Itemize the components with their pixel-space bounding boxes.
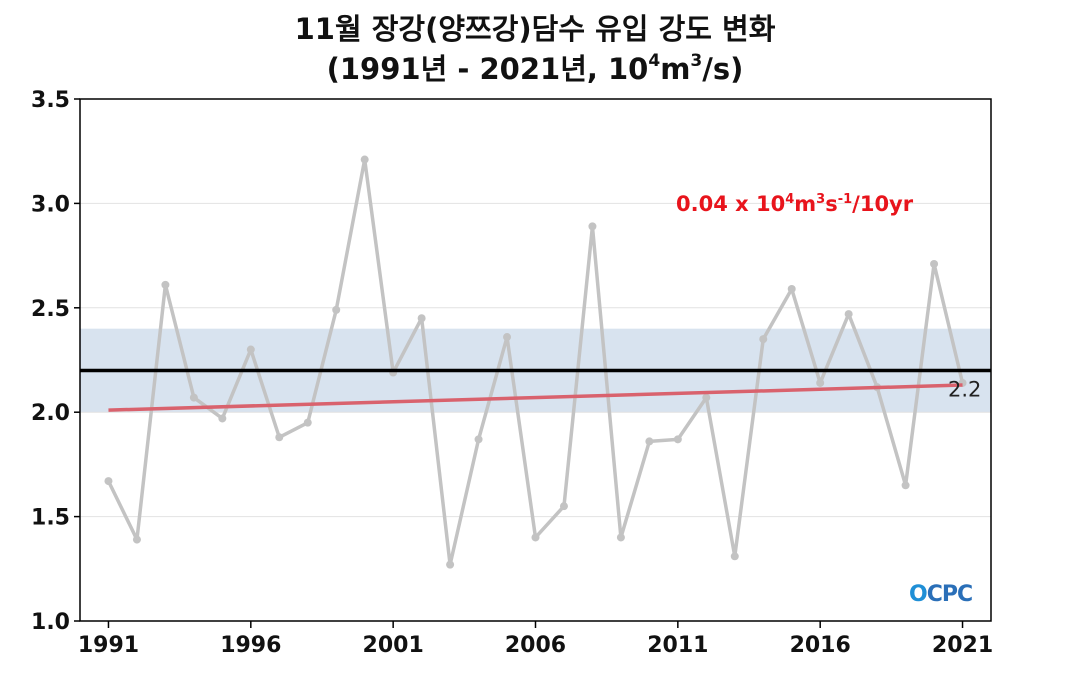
- data-point: [417, 314, 426, 323]
- data-point: [844, 310, 853, 319]
- data-point: [303, 418, 312, 427]
- data-point: [787, 285, 796, 294]
- x-tick-label: 1996: [220, 633, 281, 658]
- data-point: [275, 433, 284, 442]
- data-point: [616, 533, 625, 542]
- trend-label: 0.04 x 104m3s-1/10yr: [676, 192, 914, 216]
- data-point: [332, 305, 341, 314]
- data-point: [730, 552, 739, 561]
- ocpc-logo: OCPC: [909, 582, 973, 607]
- data-point: [474, 435, 483, 444]
- data-point: [446, 560, 455, 569]
- x-tick-label: 1991: [78, 633, 139, 658]
- chart-title-line1: 11월 장강(양쯔강)담수 유입 강도 변화: [294, 12, 776, 46]
- data-point: [161, 280, 170, 289]
- data-point: [645, 437, 654, 446]
- data-point: [559, 502, 568, 511]
- x-tick-label: 2016: [790, 633, 851, 658]
- y-tick-label: 3.0: [31, 192, 70, 217]
- x-tick-label: 2001: [363, 633, 424, 658]
- data-point: [901, 481, 910, 490]
- chart-title-line2: (1991년 - 2021년, 104m3/s): [326, 51, 744, 86]
- y-tick-label: 1.5: [31, 506, 70, 531]
- data-point: [218, 414, 227, 423]
- data-point: [673, 435, 682, 444]
- y-tick-label: 1.0: [31, 610, 70, 635]
- y-tick-label: 3.5: [31, 88, 70, 113]
- data-point: [104, 477, 113, 486]
- y-tick-label: 2.0: [31, 401, 70, 426]
- data-point: [702, 393, 711, 402]
- data-point: [360, 155, 369, 164]
- data-point: [189, 393, 198, 402]
- mean-value-label: 2.2: [948, 377, 981, 401]
- data-point: [531, 533, 540, 542]
- trend-line: [108, 383, 963, 412]
- data-point: [759, 335, 768, 344]
- data-point: [246, 345, 255, 354]
- data-point: [132, 535, 141, 544]
- data-point: [930, 259, 939, 268]
- y-tick-label: 2.5: [31, 297, 70, 322]
- x-tick-label: 2006: [505, 633, 566, 658]
- x-tick-label: 2021: [932, 633, 993, 658]
- x-tick-label: 2011: [647, 633, 708, 658]
- data-point: [588, 222, 597, 231]
- data-point: [503, 333, 512, 342]
- data-point: [816, 378, 825, 387]
